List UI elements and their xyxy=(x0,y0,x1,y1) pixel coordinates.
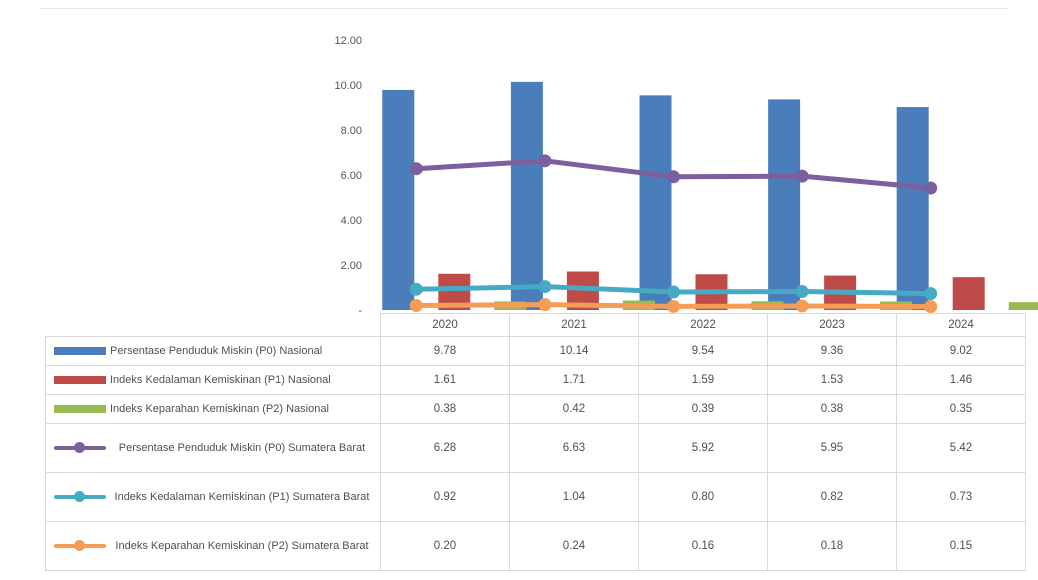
data-label: 5.42 xyxy=(896,423,1026,473)
legend-key-swatch xyxy=(54,441,106,455)
chart-data-table: 2020 2021 2022 2023 2024 Persentase Penduduk … xyxy=(45,313,1026,571)
data-label: 0.42 xyxy=(509,394,639,424)
legend-entry: Persentase Penduduk Miskin (P0) Nasional xyxy=(45,336,381,366)
data-label: 0.92 xyxy=(380,472,510,522)
bar-series-group xyxy=(382,81,1038,311)
bar-1-2022 xyxy=(639,95,672,310)
table-row: Indeks Keparahan Kemiskinan (P2) Nasiona… xyxy=(45,394,1026,424)
table-corner xyxy=(45,313,381,337)
line-1-point-2022 xyxy=(667,170,680,184)
line-1-point-2023 xyxy=(795,169,809,183)
x-tick-label: 2024 xyxy=(896,313,1026,337)
legend-label: Persentase Penduduk Miskin (P0) Sumatera… xyxy=(118,441,366,454)
data-label: 6.28 xyxy=(380,423,510,473)
legend-key-swatch xyxy=(54,539,106,553)
legend-key-swatch xyxy=(54,373,106,387)
line-2-point-2021 xyxy=(538,280,552,294)
data-label: 9.36 xyxy=(767,336,897,366)
x-tick-label: 2021 xyxy=(509,313,639,337)
table-row: Persentase Penduduk Miskin (P0) Nasional… xyxy=(45,336,1026,366)
y-axis: - 2.00 4.00 6.00 8.00 10.00 12.00 xyxy=(334,35,362,317)
data-label: 6.63 xyxy=(509,423,639,473)
x-tick-label: 2023 xyxy=(767,313,897,337)
data-label: 0.80 xyxy=(638,472,768,522)
y-tick-label: 4.00 xyxy=(341,215,362,227)
line-2-point-2022 xyxy=(667,285,680,299)
data-label: 0.16 xyxy=(638,521,768,571)
y-tick-label: 6.00 xyxy=(341,170,362,182)
data-label: 0.39 xyxy=(638,394,768,424)
line-2-point-2023 xyxy=(795,285,809,299)
line-3-point-2021 xyxy=(538,298,552,312)
line-1-point-2021 xyxy=(538,154,552,168)
data-label: 0.38 xyxy=(380,394,510,424)
legend-entry: Indeks Keparahan Kemiskinan (P2) Sumater… xyxy=(45,521,381,571)
data-label: 1.59 xyxy=(638,365,768,395)
bar-1-2021 xyxy=(510,81,543,310)
data-label: 0.73 xyxy=(896,472,1026,522)
legend-key-swatch xyxy=(54,402,106,416)
bar-1-2024 xyxy=(896,107,929,310)
table-row: Indeks Kedalaman Kemiskinan (P1) Nasiona… xyxy=(45,365,1026,395)
legend-label: Indeks Kedalaman Kemiskinan (P1) Sumater… xyxy=(114,490,370,503)
legend-entry: Indeks Kedalaman Kemiskinan (P1) Sumater… xyxy=(45,472,381,522)
line-3-point-2024 xyxy=(924,300,938,314)
line-2-point-2024 xyxy=(924,287,938,301)
bar-3-2024 xyxy=(1008,302,1038,310)
data-label: 0.24 xyxy=(509,521,639,571)
table-row: Persentase Penduduk Miskin (P0) Sumatera… xyxy=(45,423,1026,473)
y-tick-label: 12.00 xyxy=(334,35,362,47)
table-row: Indeks Keparahan Kemiskinan (P2) Sumater… xyxy=(45,521,1026,571)
data-label: 5.95 xyxy=(767,423,897,473)
y-tick-label: 8.00 xyxy=(341,125,362,137)
line-2-point-2020 xyxy=(409,282,423,296)
title-divider xyxy=(40,8,1008,9)
line-series-group xyxy=(409,154,938,314)
legend-label: Persentase Penduduk Miskin (P0) Nasional xyxy=(110,344,323,357)
y-tick-label: - xyxy=(358,305,362,317)
data-label: 0.20 xyxy=(380,521,510,571)
data-label: 9.54 xyxy=(638,336,768,366)
legend-key-swatch xyxy=(54,344,106,358)
data-label: 0.35 xyxy=(896,394,1026,424)
legend-key-swatch xyxy=(54,490,106,504)
data-label: 1.04 xyxy=(509,472,639,522)
legend-label: Indeks Keparahan Kemiskinan (P2) Sumater… xyxy=(115,539,369,552)
data-label: 0.38 xyxy=(767,394,897,424)
legend-entry: Indeks Keparahan Kemiskinan (P2) Nasiona… xyxy=(45,394,381,424)
data-label: 9.78 xyxy=(380,336,510,366)
data-label: 5.92 xyxy=(638,423,768,473)
x-tick-label: 2020 xyxy=(380,313,510,337)
data-label: 1.71 xyxy=(509,365,639,395)
bar-1-2023 xyxy=(768,99,801,311)
data-label: 1.61 xyxy=(380,365,510,395)
table-header-row: 2020 2021 2022 2023 2024 xyxy=(45,313,1026,337)
line-1-point-2024 xyxy=(924,181,938,195)
legend-entry: Persentase Penduduk Miskin (P0) Sumatera… xyxy=(45,423,381,473)
bar-1-2020 xyxy=(382,89,415,310)
data-label: 9.02 xyxy=(896,336,1026,366)
line-1-point-2020 xyxy=(409,162,423,176)
data-label: 0.15 xyxy=(896,521,1026,571)
data-label: 1.46 xyxy=(896,365,1026,395)
chart-plot-area: - 2.00 4.00 6.00 8.00 10.00 12.00 xyxy=(334,35,1038,317)
line-3-point-2020 xyxy=(409,299,423,312)
y-tick-label: 2.00 xyxy=(341,260,362,272)
legend-label: Indeks Kedalaman Kemiskinan (P1) Nasiona… xyxy=(110,373,331,386)
line-3-point-2022 xyxy=(667,299,680,313)
line-3-point-2023 xyxy=(795,299,809,313)
x-tick-label: 2022 xyxy=(638,313,768,337)
legend-label: Indeks Keparahan Kemiskinan (P2) Nasiona… xyxy=(110,402,329,415)
data-label: 1.53 xyxy=(767,365,897,395)
y-tick-label: 10.00 xyxy=(334,80,362,92)
table-row: Indeks Kedalaman Kemiskinan (P1) Sumater… xyxy=(45,472,1026,522)
bar-2-2024 xyxy=(952,277,985,310)
data-label: 10.14 xyxy=(509,336,639,366)
data-label: 0.82 xyxy=(767,472,897,522)
data-label: 0.18 xyxy=(767,521,897,571)
legend-entry: Indeks Kedalaman Kemiskinan (P1) Nasiona… xyxy=(45,365,381,395)
